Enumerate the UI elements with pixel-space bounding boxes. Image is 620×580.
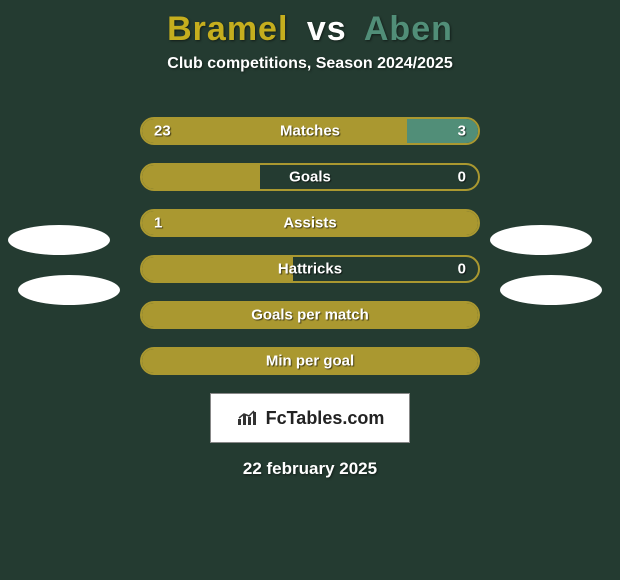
page-title: Bramel vs Aben	[0, 0, 620, 55]
stat-bar: Matches23 3	[140, 117, 480, 145]
stat-value-left: 23	[154, 123, 171, 140]
chart-area: Matches233Goals0Assists1Hattricks0Goals …	[0, 101, 620, 479]
stat-bar: Goals per match	[140, 301, 480, 329]
stat-bar: Assists1	[140, 209, 480, 237]
stat-value-right: 0	[458, 169, 466, 186]
player-badge-right-2	[500, 275, 602, 305]
player-badge-left-1	[8, 225, 110, 255]
footer-date: 22 february 2025	[0, 459, 620, 479]
source-logo-label: FcTables.com	[266, 408, 385, 429]
stat-label: Min per goal	[142, 353, 478, 370]
title-vs: vs	[307, 10, 347, 48]
stat-value-left: 1	[154, 215, 162, 232]
stat-label: Goals	[142, 169, 478, 186]
stat-row: Goals0	[0, 163, 620, 191]
title-left-name: Bramel	[167, 10, 288, 48]
stat-row: Min per goal	[0, 347, 620, 375]
stat-label: Hattricks	[142, 261, 478, 278]
stat-row: Matches23 3	[0, 117, 620, 145]
stat-label: Goals per match	[142, 307, 478, 324]
stat-bar: Min per goal	[140, 347, 480, 375]
title-right-name: Aben	[364, 10, 453, 48]
stat-value-right: 0	[458, 261, 466, 278]
stat-value-right: 3	[458, 123, 466, 140]
stat-bar: Hattricks0	[140, 255, 480, 283]
source-logo-text: FcTables.com	[236, 408, 385, 429]
player-badge-left-2	[18, 275, 120, 305]
chart-icon	[236, 409, 260, 427]
stat-row: Goals per match	[0, 301, 620, 329]
player-badge-right-1	[490, 225, 592, 255]
stat-label: Assists	[142, 215, 478, 232]
subtitle: Club competitions, Season 2024/2025	[0, 55, 620, 73]
source-logo: FcTables.com	[210, 393, 410, 443]
stat-label: Matches	[142, 123, 478, 140]
stat-bar: Goals0	[140, 163, 480, 191]
